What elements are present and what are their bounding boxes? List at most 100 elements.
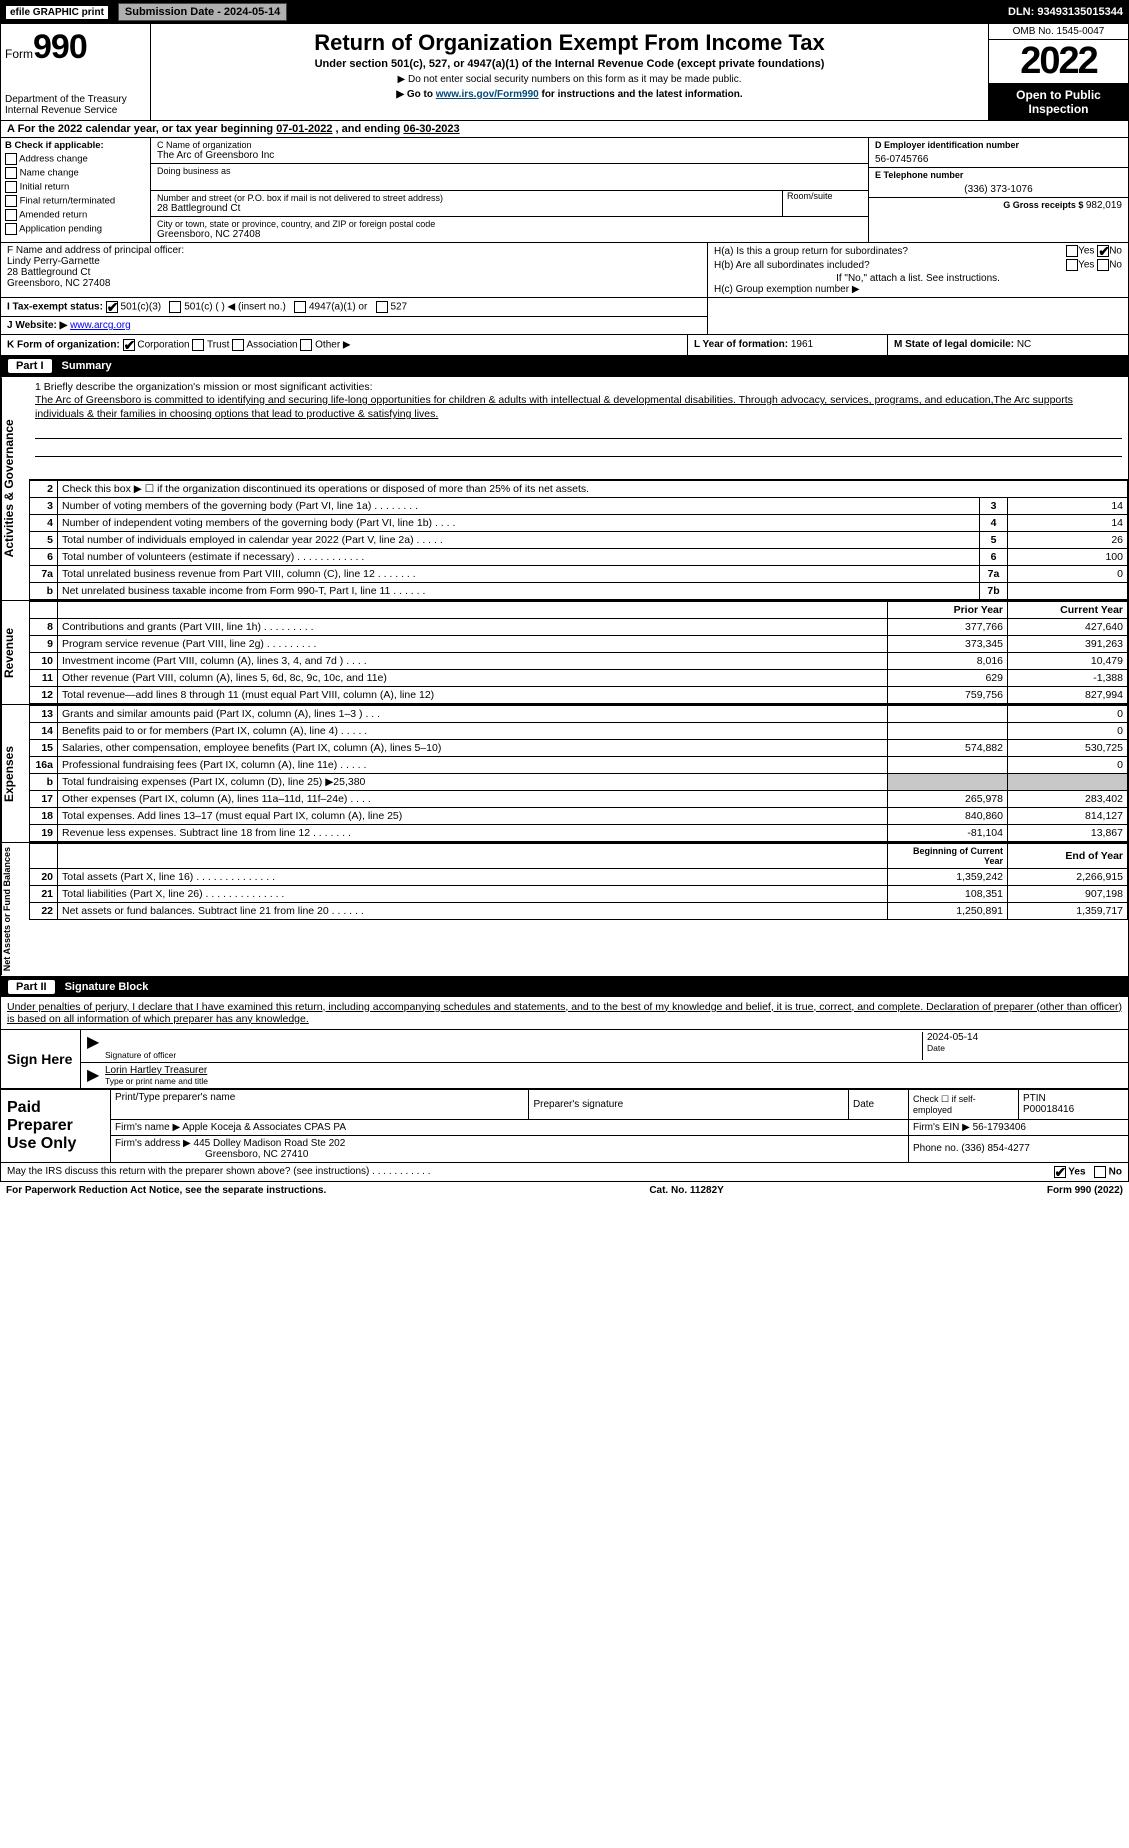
status-501c3-checkbox[interactable] (106, 301, 118, 313)
row-text: Total expenses. Add lines 13–17 (must eq… (58, 808, 888, 825)
current-val: 283,402 (1008, 791, 1128, 808)
row-text: Salaries, other compensation, employee b… (58, 740, 888, 757)
row-num: 16a (35, 759, 53, 771)
submission-date-button[interactable]: Submission Date - 2024-05-14 (118, 3, 287, 21)
prior-val (888, 723, 1008, 740)
prior-val (888, 757, 1008, 774)
discuss-no-checkbox[interactable] (1094, 1166, 1106, 1178)
b-opt-5-label: Application pending (19, 224, 102, 235)
current-val: 0 (1008, 757, 1128, 774)
table-row: 20Total assets (Part X, line 16) . . . .… (30, 869, 1128, 886)
hb-no-checkbox[interactable] (1097, 259, 1109, 271)
current-val: 530,725 (1008, 740, 1128, 757)
b-opt-1[interactable]: Name change (5, 167, 146, 179)
ha-yes-checkbox[interactable] (1066, 245, 1078, 257)
prior-val: 108,351 (888, 886, 1008, 903)
status-527-checkbox[interactable] (376, 301, 388, 313)
row-text: Investment income (Part VIII, column (A)… (58, 653, 888, 670)
current-val: 0 (1008, 723, 1128, 740)
b-opt-1-label: Name change (20, 168, 79, 179)
row-num: 21 (41, 888, 53, 900)
sign-here-row: Sign Here ▶ Signature of officer 2024-05… (1, 1030, 1128, 1088)
checkbox-icon[interactable] (5, 195, 17, 207)
sig-officer-line: ▶ Signature of officer 2024-05-14 Date (81, 1030, 1128, 1063)
row-value (1008, 583, 1128, 600)
table-row: 22Net assets or fund balances. Subtract … (30, 903, 1128, 920)
form-header: Form990 Department of the Treasury Inter… (0, 24, 1129, 121)
table-row: 18Total expenses. Add lines 13–17 (must … (30, 808, 1128, 825)
table-row: 17Other expenses (Part IX, column (A), l… (30, 791, 1128, 808)
table-row: 2Check this box ▶ ☐ if the organization … (30, 481, 1128, 498)
status-label: I Tax-exempt status: (7, 302, 103, 313)
ha-no-checkbox[interactable] (1097, 245, 1109, 257)
topbar: efile GRAPHIC print Submission Date - 20… (0, 0, 1129, 24)
ptin: P00018416 (1023, 1104, 1124, 1115)
hb-yes-checkbox[interactable] (1066, 259, 1078, 271)
table-row: Firm's address ▶ 445 Dolley Madison Road… (1, 1135, 1129, 1162)
status-501c-checkbox[interactable] (169, 301, 181, 313)
phone-lbl: Phone no. (913, 1143, 961, 1154)
part2-title: Signature Block (65, 981, 149, 993)
b-opt-4[interactable]: Amended return (5, 209, 146, 221)
prior-val: 629 (888, 670, 1008, 687)
k-label: K Form of organization: (7, 340, 120, 351)
sig-name-line: ▶ Lorin Hartley Treasurer Type or print … (81, 1063, 1128, 1088)
checkbox-icon[interactable] (5, 181, 17, 193)
website-link[interactable]: www.arcg.org (70, 320, 131, 331)
row-num: 20 (41, 871, 53, 883)
irs-link[interactable]: www.irs.gov/Form990 (436, 89, 539, 100)
section-f: F Name and address of principal officer:… (1, 243, 708, 297)
checkbox-icon[interactable] (5, 223, 17, 235)
row-text: Number of independent voting members of … (58, 515, 980, 532)
preparer-hdr: Paid Preparer Use Only (1, 1089, 111, 1162)
telephone: (336) 373-1076 (875, 184, 1122, 195)
c-dba-cap: Doing business as (157, 166, 862, 176)
b-opt-2[interactable]: Initial return (5, 181, 146, 193)
b-opt-5[interactable]: Application pending (5, 223, 146, 235)
current-val: 1,359,717 (1008, 903, 1128, 920)
dept-treasury: Department of the Treasury Internal Reve… (5, 94, 146, 116)
prep-c1: Print/Type preparer's name (115, 1092, 524, 1103)
k-other-checkbox[interactable] (300, 339, 312, 351)
c-room-cap: Room/suite (787, 191, 862, 201)
status-4947-checkbox[interactable] (294, 301, 306, 313)
form-number: Form990 (5, 28, 146, 67)
discuss-yes-checkbox[interactable] (1054, 1166, 1066, 1178)
checkbox-icon[interactable] (5, 153, 17, 165)
row-num: 8 (47, 621, 53, 633)
table-row: Beginning of Current YearEnd of Year (30, 844, 1128, 869)
efile-label: efile GRAPHIC print (4, 4, 110, 21)
b-opt-3[interactable]: Final return/terminated (5, 195, 146, 207)
row-text: Total number of individuals employed in … (58, 532, 980, 549)
row-value: 26 (1008, 532, 1128, 549)
prior-val: -81,104 (888, 825, 1008, 842)
checkbox-icon[interactable] (5, 209, 17, 221)
hc-label: H(c) Group exemption number ▶ (714, 284, 1122, 295)
vtab-revenue: Revenue (1, 601, 29, 704)
row-text: Program service revenue (Part VIII, line… (58, 636, 888, 653)
sig-date-cap: Date (927, 1043, 1122, 1053)
hb-row: H(b) Are all subordinates included? Yes … (714, 259, 1122, 271)
c-street-cap: Number and street (or P.O. box if mail i… (157, 193, 782, 203)
part1-title: Summary (62, 360, 112, 372)
k-corp-checkbox[interactable] (123, 339, 135, 351)
open-to-public: Open to Public Inspection (989, 84, 1128, 120)
row-num: 3 (47, 500, 53, 512)
current-val: 827,994 (1008, 687, 1128, 704)
l-val: 1961 (791, 339, 813, 350)
period-begin: 07-01-2022 (276, 123, 332, 135)
c-name-row: C Name of organization The Arc of Greens… (151, 138, 868, 164)
checkbox-icon[interactable] (5, 167, 17, 179)
b-opt-0[interactable]: Address change (5, 153, 146, 165)
prior-year-hdr: Prior Year (888, 602, 1008, 619)
section-h: H(a) Is this a group return for subordin… (708, 243, 1128, 297)
form-note1: ▶ Do not enter social security numbers o… (159, 74, 980, 85)
officer-street: 28 Battleground Ct (7, 267, 701, 278)
org-name: The Arc of Greensboro Inc (157, 150, 862, 161)
vtab-governance: Activities & Governance (1, 377, 29, 600)
k-trust-checkbox[interactable] (192, 339, 204, 351)
firm-ein: 56-1793406 (973, 1122, 1026, 1133)
current-year-hdr: Current Year (1008, 602, 1128, 619)
k-assoc-checkbox[interactable] (232, 339, 244, 351)
part1-num: Part I (8, 359, 52, 373)
